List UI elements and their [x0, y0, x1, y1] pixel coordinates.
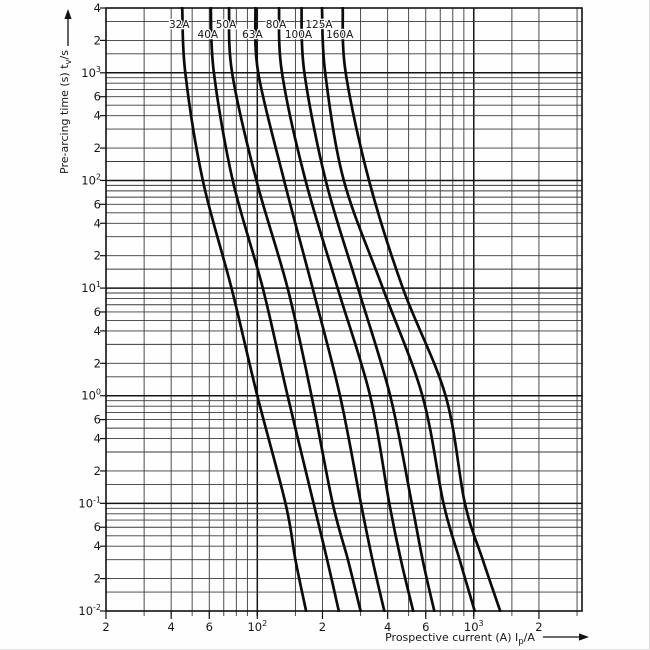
curve-100A [300, 7, 436, 612]
curve-label-32A: 32A [169, 19, 190, 31]
curve-50A [227, 7, 362, 612]
fuse-curves [180, 7, 502, 612]
tick-label: 4 [167, 620, 174, 634]
tick-label: 4 [94, 539, 101, 553]
tick-label: 10-2 [78, 603, 101, 618]
tick-label: 2 [94, 464, 101, 478]
tick-label: 2 [102, 620, 109, 634]
axis-arrows [64, 9, 589, 641]
tick-label: 2 [94, 572, 101, 586]
curve-80A [277, 7, 415, 612]
curve-label-40A: 40A [198, 29, 219, 41]
tick-label: 2 [94, 33, 101, 47]
tick-label: 103 [464, 619, 484, 634]
curve-label-63A: 63A [242, 29, 263, 41]
curve-label-160A: 160A [326, 29, 354, 41]
tick-label: 100 [81, 388, 101, 403]
tick-label: 103 [81, 65, 101, 80]
tick-label: 2 [94, 356, 101, 370]
tick-label: 6 [422, 620, 429, 634]
tick-label: 4 [94, 432, 101, 446]
tick-label: 6 [206, 620, 213, 634]
curve-label-80A: 80A [266, 19, 287, 31]
curve-125A [320, 7, 477, 612]
tick-label: 6 [94, 413, 101, 427]
tick-label: 2 [319, 620, 326, 634]
curve-label-50A: 50A [216, 19, 237, 31]
tick-label: 4 [94, 324, 101, 338]
y-axis-title: Pre-arcing time (s) tv/s [58, 50, 74, 174]
curve-160A [341, 7, 502, 612]
curve-63A [253, 7, 386, 612]
tick-label: 101 [81, 280, 101, 295]
tick-label: 6 [94, 520, 101, 534]
grid [106, 8, 582, 616]
axis-titles: Pre-arcing time (s) tv/s Prospective curr… [58, 50, 535, 647]
curve-label-125A: 125A [305, 19, 333, 31]
tick-label: 6 [94, 90, 101, 104]
tick-label: 102 [81, 172, 101, 187]
x-axis-title: Prospective current (A) Ip/A [385, 631, 535, 647]
tick-label: 6 [94, 197, 101, 211]
tick-label: 10-1 [78, 495, 101, 510]
curve-40A [209, 7, 341, 612]
curve-label-100A: 100A [285, 29, 313, 41]
tick-label: 2 [535, 620, 542, 634]
tick-label: 4 [384, 620, 391, 634]
curve-32A [180, 7, 308, 612]
tick-label: 4 [94, 1, 101, 15]
tick-label: 4 [94, 109, 101, 123]
tick-label: 4 [94, 216, 101, 230]
tick-label: 6 [94, 305, 101, 319]
tick-label: 2 [94, 249, 101, 263]
x-axis-ticks: 2 4 6 102 2 4 6 103 2 [102, 611, 543, 634]
y-axis-ticks: 4 2 103 6 4 2 102 6 4 2 101 6 4 2 100 6 4 2 10-1 6 4 2 10-2 [78, 1, 106, 618]
tick-label: 2 [94, 141, 101, 155]
tick-label: 102 [247, 619, 267, 634]
